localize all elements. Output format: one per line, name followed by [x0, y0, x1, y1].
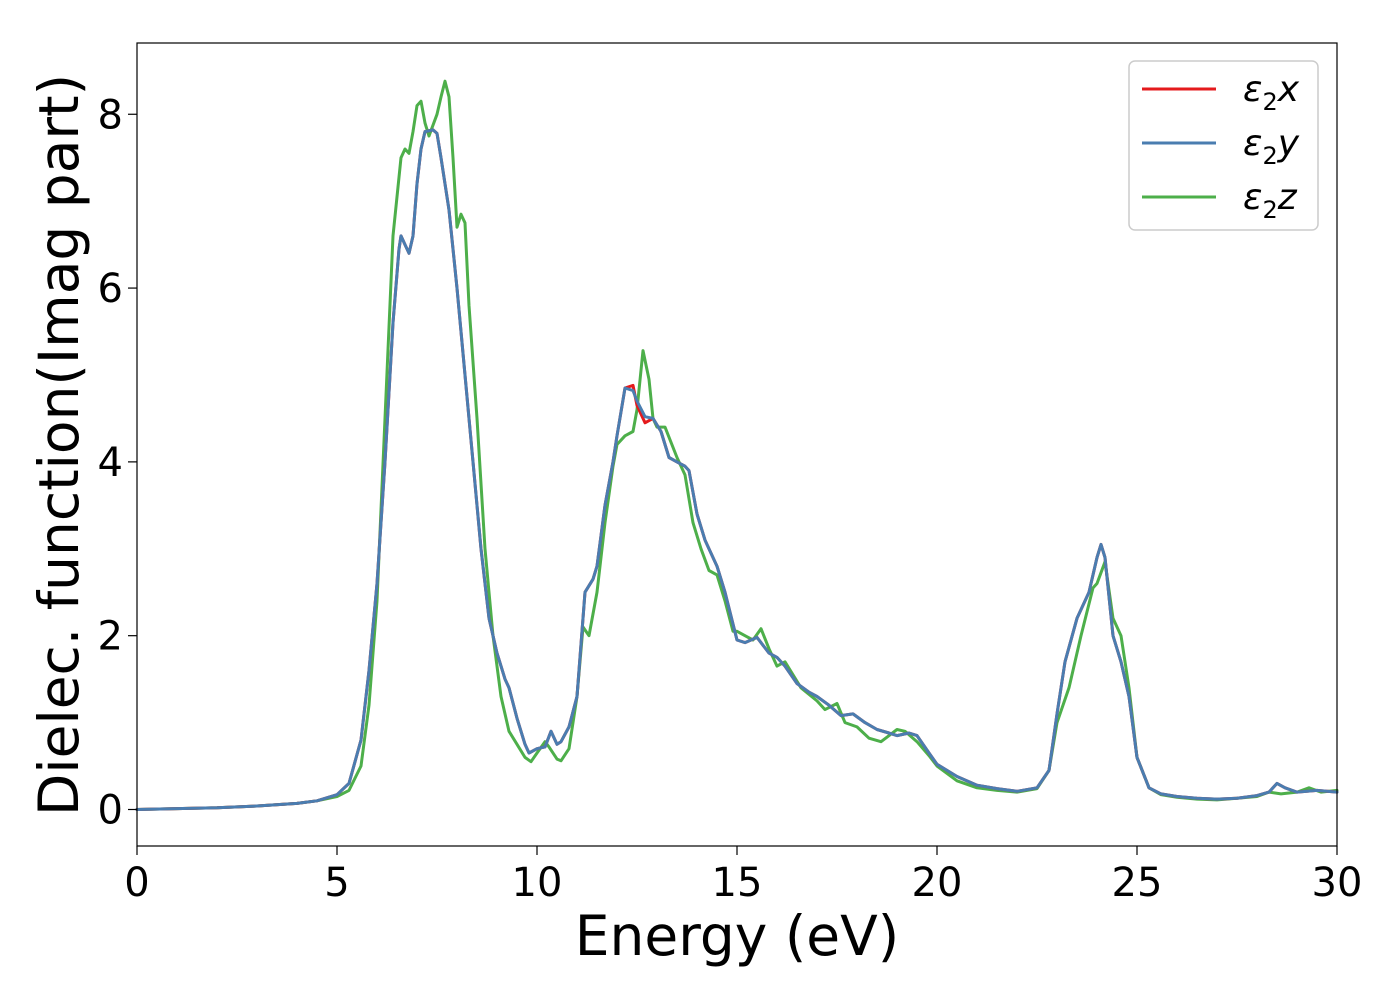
legend: ε2x ε2y ε2z	[1128, 60, 1319, 231]
y-axis: 0 2 4 6 8	[98, 92, 137, 834]
y-tick-label: 0	[98, 788, 123, 834]
series-layer	[135, 79, 1339, 811]
y-tick-label: 2	[98, 614, 123, 660]
y-axis-label: Dielec. function(Imag part)	[27, 74, 91, 816]
x-tick-label: 25	[1112, 860, 1163, 906]
series-line-z	[135, 79, 1339, 811]
x-tick-label: 20	[912, 860, 963, 906]
legend-label-y: ε2y	[1243, 123, 1300, 170]
legend-box	[1128, 60, 1319, 231]
y-tick-label: 8	[98, 92, 123, 138]
x-tick-label: 10	[512, 860, 563, 906]
legend-label-z: ε2z	[1243, 177, 1298, 224]
x-axis: 0 5 10 15 20 25 30	[124, 846, 1362, 906]
x-tick-label: 15	[712, 860, 763, 906]
legend-label-x: ε2x	[1243, 69, 1300, 116]
x-tick-label: 5	[324, 860, 349, 906]
series-line-y	[135, 128, 1339, 811]
y-tick-label: 4	[98, 440, 123, 486]
x-tick-label: 0	[124, 860, 149, 906]
x-axis-label: Energy (eV)	[575, 904, 899, 968]
x-tick-label: 30	[1312, 860, 1363, 906]
y-tick-label: 6	[98, 266, 123, 312]
